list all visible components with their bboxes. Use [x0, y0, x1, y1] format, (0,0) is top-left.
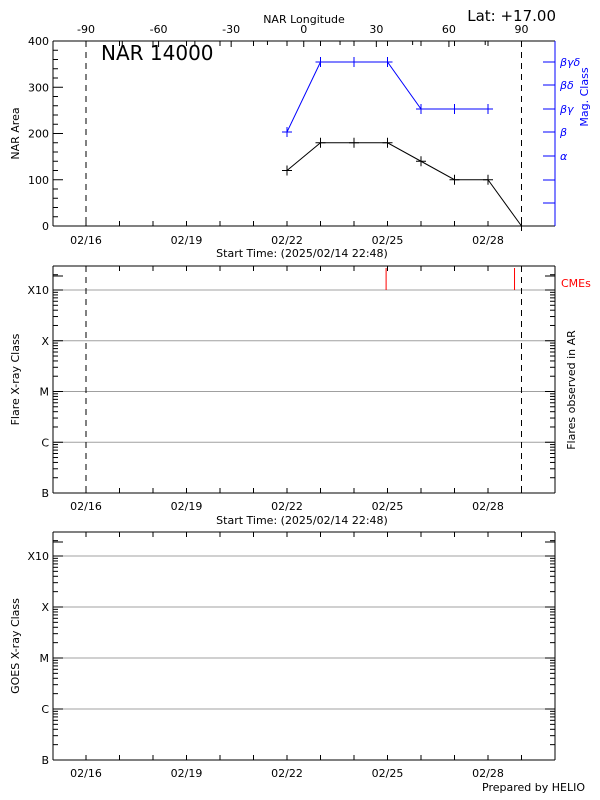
mag-class-tick-label: βδ	[559, 79, 574, 92]
longitude-tick-label: -60	[150, 23, 168, 36]
x-tick-label: 02/28	[472, 234, 504, 247]
x-tick-label: 02/28	[472, 767, 504, 780]
x-tick-label: 02/16	[70, 234, 102, 247]
flare-class-panel: B C M X X10 Flare X-ray Class 02/16 02/19 02/22 0…	[9, 265, 591, 527]
x-tick-label: 02/22	[271, 500, 303, 513]
class-tick-label: X10	[27, 550, 49, 563]
y-tick-label: 200	[28, 128, 49, 141]
longitude-tick-label: 30	[369, 23, 383, 36]
class-tick-label: B	[41, 754, 49, 767]
x-tick-label: 02/19	[171, 500, 203, 513]
x-axis-label: Start Time: (2025/02/14 22:48)	[216, 514, 388, 527]
longitude-tick-label: 0	[300, 23, 307, 36]
x-tick-label: 02/19	[171, 234, 203, 247]
x-tick-label: 02/16	[70, 767, 102, 780]
nar-area-line	[286, 142, 522, 227]
goes-class-panel: B C M X X10 GOES X-ray Class 02/16 02/19 02/22 02…	[9, 531, 556, 780]
x-tick-label: 02/28	[472, 500, 504, 513]
mag-class-tick-label: βγδ	[559, 56, 581, 69]
x-tick-label: 02/22	[271, 767, 303, 780]
y-axis-label: Flare X-ray Class	[9, 333, 22, 425]
x-tick-label: 02/25	[372, 234, 404, 247]
latitude-label: Lat: +17.00	[467, 7, 556, 25]
class-tick-label: X	[41, 335, 49, 348]
class-tick-label: C	[41, 703, 49, 716]
mag-class-tick-label: β	[559, 126, 567, 139]
mag-class-tick-label: βγ	[559, 103, 574, 116]
class-tick-label: B	[41, 487, 49, 500]
nar-area-panel: 0 100 200 300 400 NAR Area -90 -60 -30 0 30 60 90 NAR…	[9, 7, 591, 260]
class-tick-label: M	[40, 652, 50, 665]
x-tick-label: 02/16	[70, 500, 102, 513]
cme-legend-label: CMEs	[561, 277, 591, 290]
longitude-tick-label: -30	[222, 23, 240, 36]
nar-title: NAR 14000	[101, 41, 214, 65]
longitude-tick-label: 90	[515, 23, 529, 36]
y-tick-label: 300	[28, 81, 49, 94]
x-tick-label: 02/25	[372, 767, 404, 780]
x-tick-label: 02/19	[171, 767, 203, 780]
mag-class-line	[286, 61, 488, 133]
y-axis-label: GOES X-ray Class	[9, 598, 22, 694]
x-tick-label: 02/25	[372, 500, 404, 513]
longitude-tick-label: 60	[442, 23, 456, 36]
y2-axis-label: Mag. Class	[578, 67, 591, 126]
mag-class-tick-label: α	[560, 150, 568, 163]
longitude-tick-label: -90	[77, 23, 95, 36]
longitude-axis-label: NAR Longitude	[263, 13, 345, 26]
x-axis-label: Start Time: (2025/02/14 22:48)	[216, 247, 388, 260]
class-tick-label: M	[40, 386, 50, 399]
y-tick-label: 100	[28, 174, 49, 187]
y-tick-label: 400	[28, 35, 49, 48]
x-tick-label: 02/22	[271, 234, 303, 247]
prepared-by-credit: Prepared by HELIO	[482, 781, 585, 794]
y2-axis-label: Flares observed in AR	[565, 330, 578, 450]
y-tick-label: 0	[42, 220, 49, 233]
y-axis-label: NAR Area	[9, 107, 22, 159]
class-tick-label: X	[41, 601, 49, 614]
class-tick-label: X10	[27, 284, 49, 297]
class-tick-label: C	[41, 436, 49, 449]
